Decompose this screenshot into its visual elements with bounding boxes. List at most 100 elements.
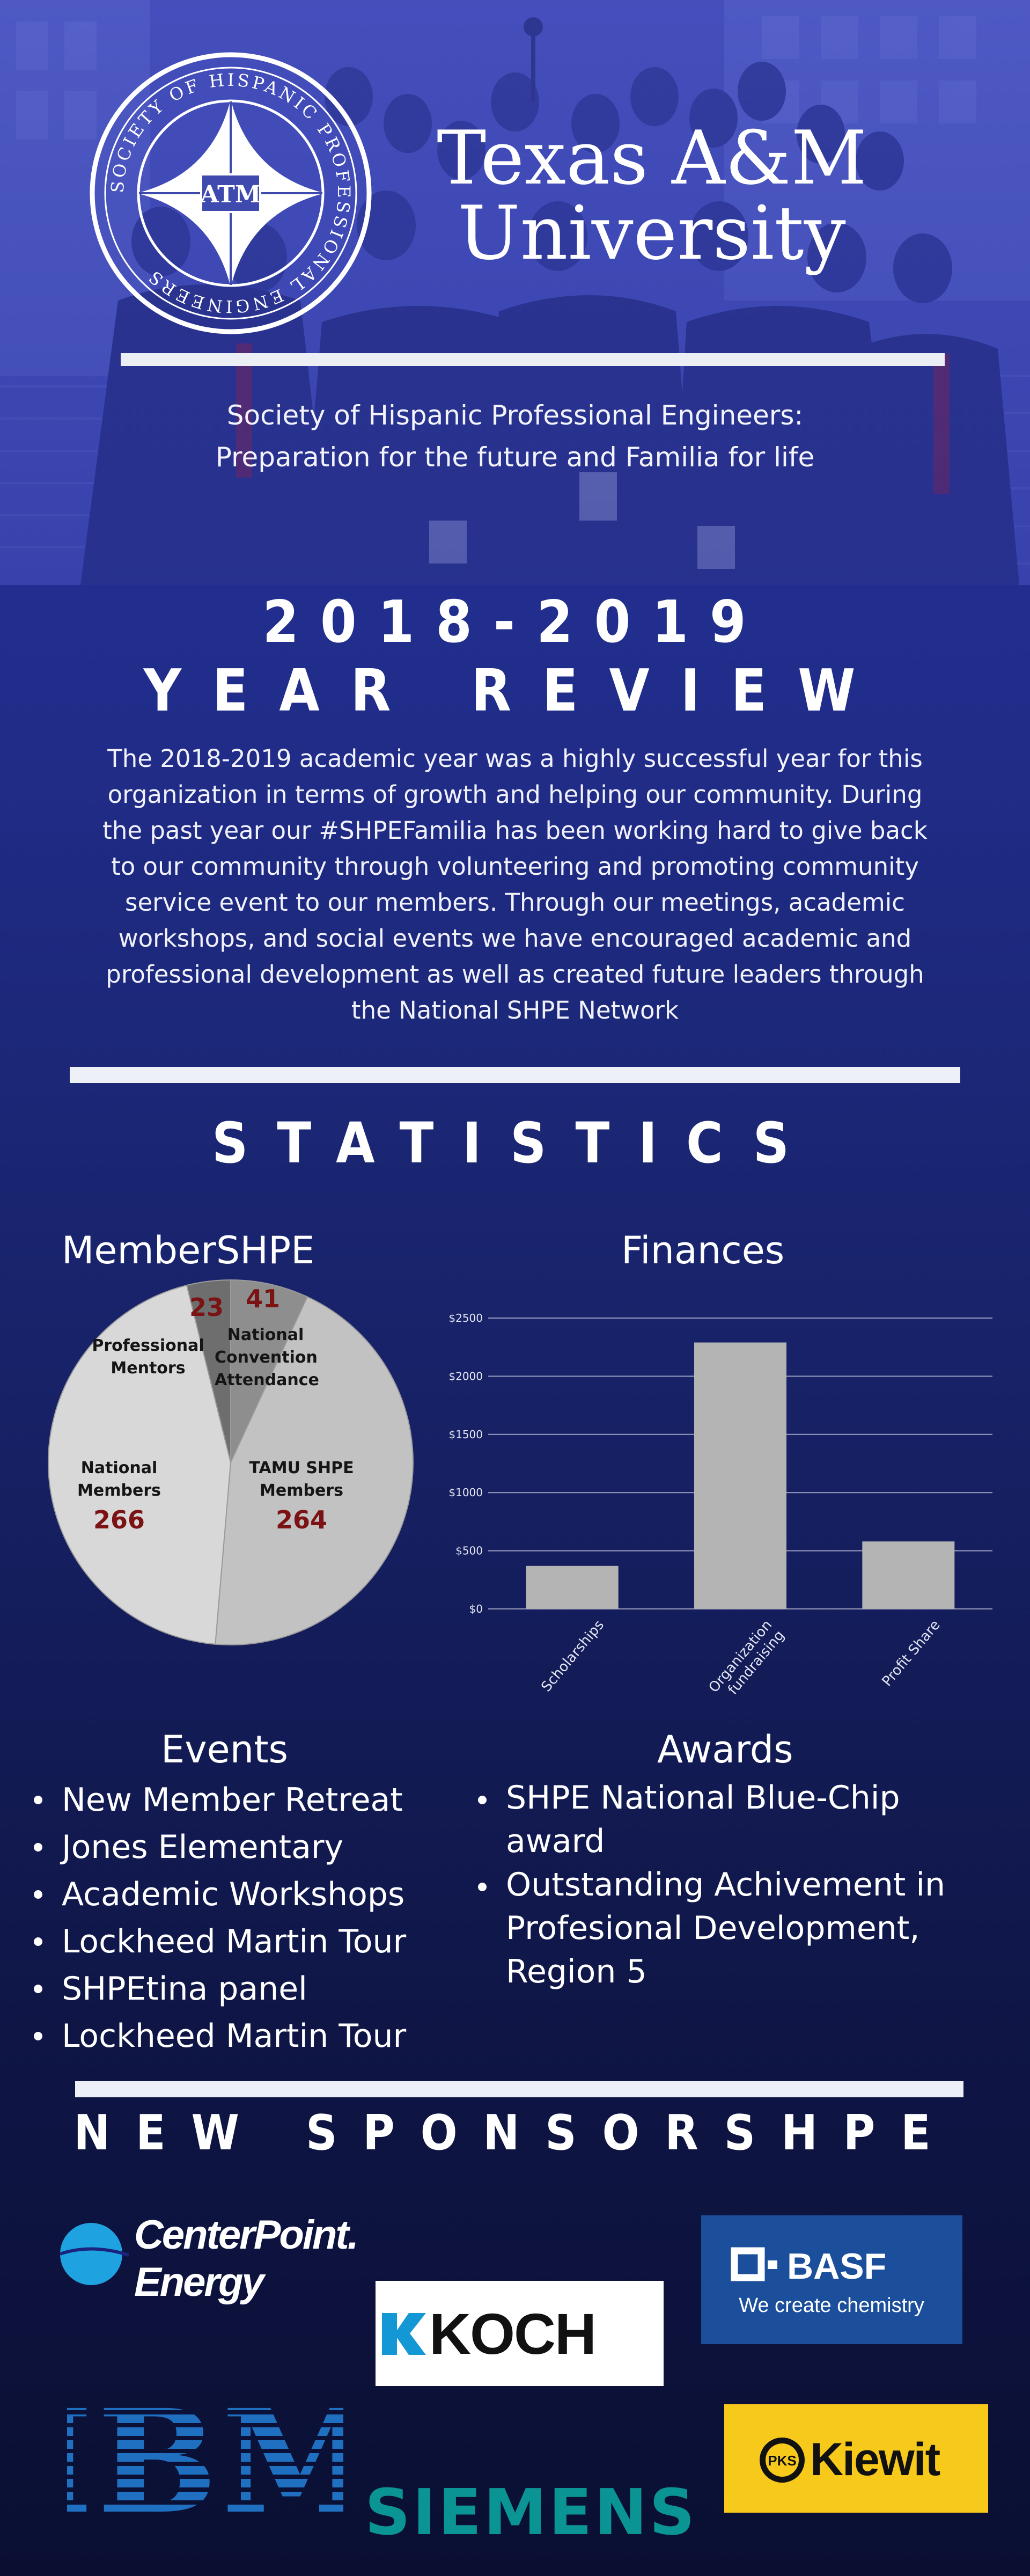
y-tick-label: $2500: [448, 1312, 483, 1324]
award-line: Profesional Development,: [506, 1909, 920, 1947]
paragraph-line: service event to our members. Through ou…: [125, 888, 905, 917]
pie-svg: [48, 1279, 414, 1645]
pie-label-mentors: Professional Mentors: [89, 1335, 207, 1380]
paragraph-line: to our community through volunteering an…: [111, 852, 919, 881]
x-tick-label: Scholarships: [538, 1617, 607, 1695]
tagline: Society of Hispanic Professional Enginee…: [129, 394, 901, 478]
centerpoint-line-1: CenterPoint.: [134, 2212, 357, 2258]
label-line: Mentors: [111, 1359, 186, 1378]
y-tick-label: $1000: [448, 1486, 483, 1499]
label-line: Professional: [92, 1336, 204, 1355]
y-tick-label: $500: [455, 1545, 483, 1557]
x-tick-label-line: Scholarships: [538, 1617, 607, 1695]
siemens-name: SIEMENS: [365, 2475, 697, 2549]
finances-bar-chart: $0 $500 $1000 $1500 $2000 $2500 Scholarships Or…: [445, 1299, 1009, 1723]
seal-center-text: ATM: [200, 181, 261, 208]
statistics-heading: STATISTICS: [211, 1110, 819, 1176]
list-item: Outstanding Achivement in Profesional De…: [474, 1863, 945, 1994]
list-item: Academic Workshops: [30, 1871, 406, 1918]
basf-tagline: We create chemistry: [739, 2294, 924, 2317]
label-line: TAMU SHPE: [249, 1459, 354, 1477]
membership-pie-chart: 23 41 Professional Mentors National Conv…: [43, 1275, 418, 1650]
section-divider: [70, 1067, 960, 1083]
list-item: Lockheed Martin Tour: [30, 1918, 406, 1965]
bar: [862, 1541, 955, 1609]
section-divider: [75, 2081, 963, 2097]
pie-slice: [230, 1279, 308, 1463]
tagline-line-2: Preparation for the future and Familia f…: [215, 442, 815, 473]
ibm-name: IBM: [67, 2402, 343, 2520]
finances-title: Finances: [621, 1228, 785, 1272]
paragraph-line: professional development as well as crea…: [106, 960, 924, 989]
sponsorship-heading: NEW SPONSORSHPE: [73, 2105, 957, 2161]
tagline-line-1: Society of Hispanic Professional Enginee…: [226, 400, 804, 431]
membership-title: MemberSHPE: [62, 1228, 315, 1272]
award-line: Region 5: [506, 1953, 647, 1990]
label-line: Attendance: [215, 1371, 319, 1389]
awards-title: Awards: [657, 1728, 793, 1772]
x-tick-label: Profit Share: [879, 1617, 944, 1689]
pie-slice: [186, 1279, 231, 1463]
pie-value-tamu-members: 264: [275, 1505, 328, 1534]
paragraph-line: The 2018-2019 academic year was a highly…: [107, 744, 923, 773]
hero-divider: [121, 353, 945, 366]
pie-value-national-members: 266: [93, 1505, 145, 1534]
bar: [694, 1342, 786, 1609]
award-line: award: [506, 1823, 605, 1860]
list-item: New Member Retreat: [30, 1776, 406, 1824]
pie-label-convention: National Convention Attendance: [215, 1324, 319, 1392]
pie-label-tamu-members: TAMU SHPE Members: [237, 1457, 366, 1502]
shpe-tamu-seal: SOCIETY OF HISPANIC PROFESSIONAL ENGINEE…: [90, 52, 372, 334]
basf-logo: BASF We create chemistry: [701, 2215, 962, 2344]
pie-value-convention: 41: [245, 1284, 280, 1313]
ibm-logo: IBM: [67, 2402, 343, 2520]
label-line: Members: [260, 1481, 343, 1500]
kiewit-badge-text: PKS: [768, 2453, 796, 2469]
paragraph-line: the National SHPE Network: [351, 996, 679, 1024]
bar-svg: $0 $500 $1000 $1500 $2000 $2500 Scholarships Or…: [448, 1312, 992, 1698]
university-title: Texas A&M University: [429, 121, 874, 271]
pie-slice: [215, 1296, 414, 1645]
label-line: Convention: [215, 1348, 318, 1367]
y-tick-label: $2000: [448, 1370, 483, 1382]
photo-overlay: [0, 0, 1030, 585]
centerpoint-line-2: Energy: [134, 2259, 266, 2305]
title-line-2: University: [458, 190, 846, 276]
award-line: SHPE National Blue-Chip: [506, 1779, 900, 1817]
list-item: Lockheed Martin Tour: [30, 2012, 406, 2060]
y-tick-label: $0: [469, 1602, 483, 1615]
kiewit-logo: PKS Kiewit: [724, 2404, 988, 2513]
basf-name: BASF: [787, 2246, 886, 2287]
x-tick-label-line: Profit Share: [879, 1617, 944, 1689]
awards-list: SHPE National Blue-Chip award Outstandin…: [474, 1776, 945, 1994]
title-line-1: Texas A&M: [437, 115, 867, 201]
koch-logo: KOCH: [376, 2281, 664, 2386]
y-tick-label: $1500: [448, 1428, 483, 1441]
label-line: National: [227, 1326, 304, 1344]
events-title: Events: [161, 1728, 289, 1772]
pie-label-national-members: National Members: [65, 1457, 173, 1502]
review-paragraph: The 2018-2019 academic year was a highly…: [80, 741, 950, 1028]
paragraph-line: workshops, and social events we have enc…: [118, 924, 912, 953]
kiewit-name: Kiewit: [810, 2434, 940, 2485]
list-item: SHPE National Blue-Chip award: [474, 1776, 945, 1863]
label-line: Members: [77, 1481, 161, 1500]
events-list: New Member Retreat Jones Elementary Acad…: [30, 1776, 406, 2060]
list-item: Jones Elementary: [30, 1824, 406, 1871]
year-heading: 2018-2019: [262, 589, 768, 656]
paragraph-line: the past year our #SHPEFamilia has been …: [102, 816, 928, 845]
paragraph-line: organization in terms of growth and help…: [107, 780, 923, 809]
bar: [526, 1565, 619, 1609]
award-line: Outstanding Achivement in: [506, 1866, 946, 1904]
siemens-logo: SIEMENS: [365, 2475, 697, 2549]
hero-banner: SOCIETY OF HISPANIC PROFESSIONAL ENGINEE…: [0, 0, 1030, 585]
pie-value-mentors: 23: [189, 1293, 224, 1322]
pie-slice: [48, 1284, 232, 1645]
review-heading: YEAR REVIEW: [143, 657, 887, 724]
koch-name: KOCH: [429, 2301, 595, 2366]
label-line: National: [80, 1459, 158, 1477]
list-item: SHPEtina panel: [30, 1965, 406, 2012]
centerpoint-energy-logo: CenterPoint. Energy: [60, 2212, 359, 2305]
